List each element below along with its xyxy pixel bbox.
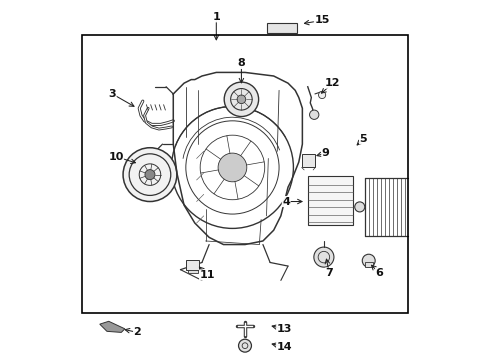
Text: 14: 14 (277, 342, 292, 352)
Bar (186, 260, 199, 270)
Text: 11: 11 (199, 270, 215, 280)
Text: 15: 15 (315, 15, 330, 26)
Circle shape (362, 254, 375, 267)
Bar (365, 262, 373, 267)
Circle shape (239, 339, 251, 352)
Text: 13: 13 (277, 324, 292, 334)
Text: 9: 9 (322, 148, 330, 158)
Text: 3: 3 (108, 89, 116, 99)
Circle shape (145, 170, 155, 180)
Circle shape (224, 82, 259, 117)
Text: 10: 10 (108, 152, 123, 162)
Circle shape (123, 148, 177, 202)
Bar (308, 176, 353, 225)
Text: 1: 1 (213, 12, 220, 22)
Text: 5: 5 (360, 134, 367, 144)
Text: 4: 4 (282, 197, 290, 207)
Circle shape (314, 247, 334, 267)
Polygon shape (100, 321, 125, 332)
Text: 8: 8 (238, 58, 245, 68)
Bar (82, 35, 408, 313)
Text: 2: 2 (134, 327, 141, 337)
Text: 12: 12 (325, 78, 341, 88)
Circle shape (310, 110, 319, 120)
Circle shape (237, 95, 245, 104)
Circle shape (355, 202, 365, 212)
Circle shape (218, 153, 247, 182)
Circle shape (318, 91, 326, 99)
Text: 6: 6 (375, 268, 383, 278)
Bar (302, 154, 315, 167)
Bar (267, 23, 297, 33)
Text: 7: 7 (325, 268, 333, 278)
Bar (188, 270, 197, 273)
